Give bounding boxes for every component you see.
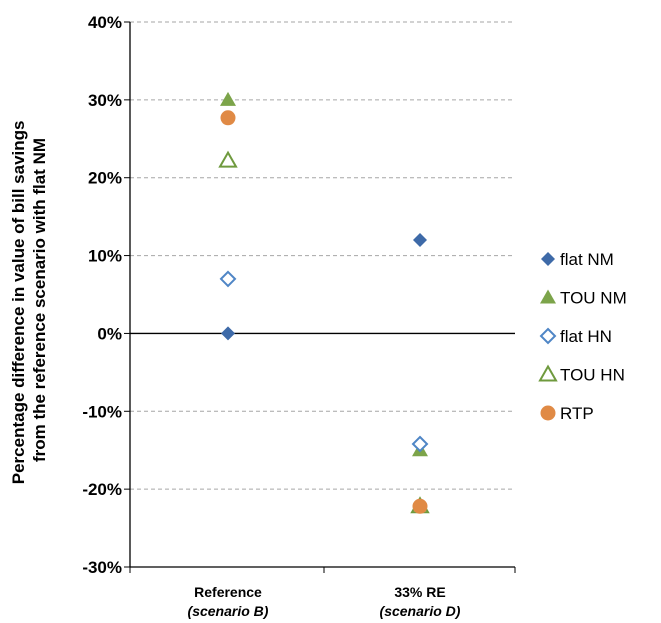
point-tou-nm [220,91,236,106]
y-axis-label-line-1: Percentage difference in value of bill s… [9,121,28,485]
legend-marker-rtp [540,405,556,421]
legend-label-tou-hn: TOU HN [560,366,625,385]
y-axis-label-line-2: from the reference scenario with flat NM [30,138,49,462]
y-tick-label: 30% [88,91,122,110]
legend-marker-flat-hn [539,327,557,345]
point-rtp [412,498,428,514]
y-tick-label: 10% [88,247,122,266]
x-category-label: 33% RE [394,584,445,600]
point-flat-nm [221,326,235,341]
legend-marker-flat-nm [541,252,555,266]
legend-marker-tou-hn [538,364,558,382]
legend-label-tou-nm: TOU NM [560,289,627,308]
y-tick-label: -10% [82,402,122,421]
point-flat-hn [411,435,429,453]
point-flat-hn [219,270,237,288]
y-tick-labels: -30% -20% -10% 0% 10% 20% 30% 40% [82,13,122,577]
point-rtp [220,110,236,126]
x-category-sublabel: (scenario B) [188,603,269,619]
y-tick-label: -20% [82,480,122,499]
y-tick-label: -30% [82,558,122,577]
axes [129,22,516,573]
legend-label-flat-nm: flat NM [560,250,614,269]
point-flat-nm [413,233,427,247]
y-axis-label: Percentage difference in value of bill s… [9,116,49,484]
legend-marker-tou-nm [540,289,556,304]
x-category-labels: Reference (scenario B) 33% RE (scenario D) [188,584,461,619]
data-points [218,91,430,514]
legend-label-rtp: RTP [560,404,594,423]
y-tick-label: 20% [88,169,122,188]
x-category-label: Reference [194,584,262,600]
point-tou-hn [218,150,238,168]
grid-lines [124,21,515,568]
legend-label-flat-hn: flat HN [560,327,612,346]
legend: flat NM TOU NM flat HN TOU HN RTP [538,250,627,423]
y-tick-label: 0% [97,324,122,343]
x-category-sublabel: (scenario D) [380,603,461,619]
y-tick-label: 40% [88,13,122,32]
